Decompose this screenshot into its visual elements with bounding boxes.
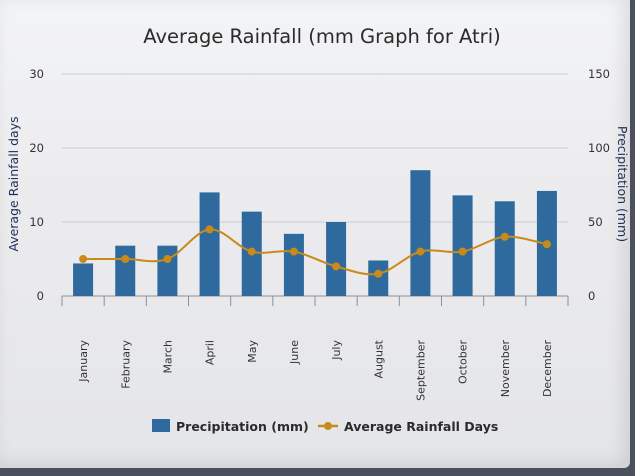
month-label: January bbox=[77, 340, 90, 383]
right-tick-label: 150 bbox=[588, 67, 610, 81]
gridlines bbox=[62, 73, 568, 297]
month-label: July bbox=[330, 340, 343, 361]
precipitation-bar bbox=[115, 245, 136, 296]
month-label: May bbox=[246, 340, 259, 363]
month-label: October bbox=[457, 340, 470, 384]
precipitation-bar bbox=[326, 222, 347, 296]
rainfall-days-point bbox=[500, 232, 509, 241]
rainfall-days-point bbox=[374, 269, 383, 278]
rainfall-days-point bbox=[121, 255, 130, 263]
rainfall-days-line-path bbox=[83, 228, 548, 276]
rainfall-days-point bbox=[163, 255, 172, 263]
legend-rainfall-days-label: Average Rainfall Days bbox=[344, 419, 498, 434]
month-label: April bbox=[204, 340, 217, 365]
chart-title: Average Rainfall (mm Graph for Atri) bbox=[143, 25, 500, 48]
left-axis-ticks: 0 10 20 30 bbox=[29, 67, 44, 303]
precipitation-bar bbox=[199, 192, 220, 296]
precipitation-bar bbox=[157, 245, 178, 296]
right-tick-label: 100 bbox=[588, 141, 610, 155]
left-tick-label: 30 bbox=[29, 67, 44, 81]
precipitation-bar bbox=[368, 260, 389, 296]
precipitation-bar bbox=[283, 233, 304, 296]
precipitation-bar bbox=[410, 170, 431, 296]
right-axis-label: Precipitation (mm) bbox=[615, 126, 630, 242]
rainfall-days-point bbox=[458, 247, 467, 256]
rainfall-days-point bbox=[289, 247, 298, 256]
rainfall-days-point bbox=[205, 225, 214, 234]
rainfall-days-point bbox=[542, 240, 551, 249]
precipitation-bar bbox=[494, 201, 515, 296]
right-axis-ticks: 0 50 100 150 bbox=[588, 67, 610, 303]
month-label: November bbox=[499, 340, 512, 398]
precipitation-bars bbox=[73, 170, 557, 296]
legend-precipitation-swatch bbox=[152, 419, 170, 432]
month-label: December bbox=[541, 340, 554, 398]
rainfall-days-point bbox=[416, 247, 425, 256]
left-tick-label: 0 bbox=[37, 289, 44, 303]
month-label: August bbox=[372, 339, 385, 378]
rainfall-days-point bbox=[332, 262, 341, 271]
month-label: February bbox=[119, 340, 132, 389]
precipitation-bar bbox=[73, 263, 94, 296]
month-label: March bbox=[161, 340, 174, 374]
legend: Precipitation (mm) Average Rainfall Days bbox=[152, 419, 498, 434]
rainfall-days-point bbox=[247, 247, 256, 256]
category-ticks bbox=[61, 296, 569, 306]
legend-rainfall-days-marker bbox=[324, 422, 332, 430]
rainfall-days-line bbox=[79, 225, 551, 278]
left-tick-label: 10 bbox=[29, 215, 44, 229]
month-label: June bbox=[288, 340, 301, 365]
precipitation-bar bbox=[452, 195, 473, 296]
right-tick-label: 0 bbox=[588, 289, 595, 303]
rainfall-days-point bbox=[79, 255, 88, 263]
left-tick-label: 20 bbox=[29, 141, 44, 155]
month-labels: January February March April May June July Augu… bbox=[77, 339, 554, 400]
right-tick-label: 50 bbox=[588, 215, 603, 229]
legend-precipitation-label: Precipitation (mm) bbox=[176, 419, 309, 434]
chart-paper bbox=[0, 0, 630, 468]
left-axis-label: Average Rainfall days bbox=[6, 116, 21, 251]
month-label: September bbox=[414, 340, 427, 401]
